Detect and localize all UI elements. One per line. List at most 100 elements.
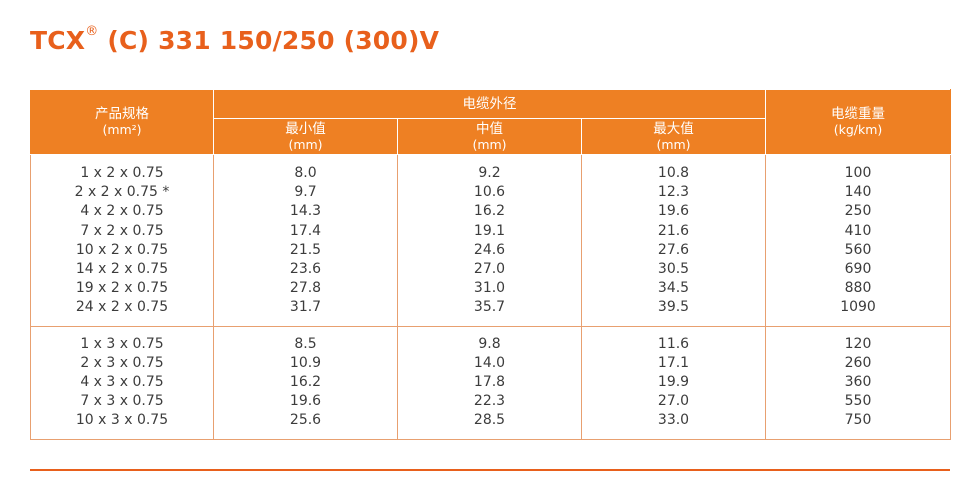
spec-value: 7 x 2 x 0.75 xyxy=(80,222,164,239)
max-value: 21.6 xyxy=(657,222,690,239)
mid-value: 27.0 xyxy=(473,261,506,278)
spec-value: 24 x 2 x 0.75 xyxy=(75,299,169,316)
header-diameter-label: 电缆外径 xyxy=(462,95,517,112)
weight-value: 560 xyxy=(844,241,872,258)
weight-value: 410 xyxy=(844,222,872,239)
mid-value: 24.6 xyxy=(473,241,506,258)
bottom-divider xyxy=(30,469,950,471)
min-value: 9.7 xyxy=(294,184,317,201)
spec-value: 14 x 2 x 0.75 xyxy=(75,261,169,278)
weight-value: 250 xyxy=(844,203,872,220)
min-value: 19.6 xyxy=(289,393,322,410)
mid-value: 9.2 xyxy=(478,165,501,181)
header-spec: 产品规格 (mm²) xyxy=(30,89,214,155)
header-min-label: 最小值 xyxy=(285,120,326,137)
max-value: 19.9 xyxy=(657,374,690,391)
spec-value: 2 x 3 x 0.75 xyxy=(80,354,164,371)
mid-value: 22.3 xyxy=(473,393,506,410)
header-max: 最大值 (mm) xyxy=(580,118,767,155)
weight-value: 750 xyxy=(844,412,872,429)
spec-value: 1 x 3 x 0.75 xyxy=(80,335,164,352)
min-value: 8.0 xyxy=(294,165,317,181)
weight-column: 120 260 360 550 750 xyxy=(765,326,952,440)
table-row: 1 x 3 x 0.75 2 x 3 x 0.75 4 x 3 x 0.75 7… xyxy=(30,326,952,440)
spec-value: 4 x 3 x 0.75 xyxy=(80,374,164,391)
spec-table: 产品规格 (mm²) 电缆外径 电缆重量 (kg/km) 最小值 (mm) 中值… xyxy=(30,89,952,440)
header-spec-label: 产品规格 xyxy=(95,106,149,122)
table-row: 1 x 2 x 0.75 2 x 2 x 0.75 * 4 x 2 x 0.75… xyxy=(30,154,952,327)
min-value: 14.3 xyxy=(289,203,322,220)
min-value: 25.6 xyxy=(289,412,322,429)
weight-value: 140 xyxy=(844,184,872,201)
spec-column: 1 x 2 x 0.75 2 x 2 x 0.75 * 4 x 2 x 0.75… xyxy=(30,154,214,327)
mid-value: 31.0 xyxy=(473,280,506,297)
max-value: 27.0 xyxy=(657,393,690,410)
weight-value: 360 xyxy=(844,374,872,391)
min-value: 17.4 xyxy=(289,222,322,239)
header-weight-label: 电缆重量 xyxy=(831,106,886,122)
max-value: 39.5 xyxy=(657,299,690,316)
weight-value: 880 xyxy=(844,280,872,297)
min-value: 8.5 xyxy=(294,335,317,352)
min-column: 8.0 9.7 14.3 17.4 21.5 23.6 27.8 31.7 xyxy=(213,154,398,327)
weight-value: 120 xyxy=(844,335,872,352)
header-max-unit: (mm) xyxy=(656,136,691,152)
max-column: 10.8 12.3 19.6 21.6 27.6 30.5 34.5 39.5 xyxy=(580,154,767,327)
mid-value: 35.7 xyxy=(473,299,506,316)
weight-value: 1090 xyxy=(840,299,876,316)
header-weight: 电缆重量 (kg/km) xyxy=(765,89,952,155)
spec-column: 1 x 3 x 0.75 2 x 3 x 0.75 4 x 3 x 0.75 7… xyxy=(30,326,214,440)
weight-column: 100 140 250 410 560 690 880 1090 xyxy=(765,154,952,327)
min-value: 21.5 xyxy=(289,241,322,258)
header-min: 最小值 (mm) xyxy=(213,118,398,155)
max-value: 17.1 xyxy=(657,354,690,371)
spec-value: 10 x 2 x 0.75 xyxy=(75,241,169,258)
weight-value: 260 xyxy=(844,354,872,371)
mid-value: 10.6 xyxy=(473,184,506,201)
max-column: 11.6 17.1 19.9 27.0 33.0 xyxy=(580,326,767,440)
max-value: 34.5 xyxy=(657,280,690,297)
max-value: 12.3 xyxy=(657,184,690,201)
min-value: 31.7 xyxy=(289,299,322,316)
table-group-2-core: 1 x 2 x 0.75 2 x 2 x 0.75 * 4 x 2 x 0.75… xyxy=(30,154,952,327)
mid-column: 9.2 10.6 16.2 19.1 24.6 27.0 31.0 35.7 xyxy=(397,154,582,327)
spec-value: 2 x 2 x 0.75 * xyxy=(74,184,170,201)
weight-value: 550 xyxy=(844,393,872,410)
min-value: 23.6 xyxy=(289,261,322,278)
weight-value: 100 xyxy=(844,165,872,181)
header-diameter: 电缆外径 xyxy=(212,89,767,119)
header-mid: 中值 (mm) xyxy=(397,118,582,155)
max-value: 27.6 xyxy=(657,241,690,258)
min-column: 8.5 10.9 16.2 19.6 25.6 xyxy=(213,326,398,440)
mid-column: 9.8 14.0 17.8 22.3 28.5 xyxy=(397,326,582,440)
title-rest: (C) 331 150/250 (300)V xyxy=(98,26,440,55)
max-value: 19.6 xyxy=(657,203,690,220)
min-value: 10.9 xyxy=(289,354,322,371)
max-value: 10.8 xyxy=(657,165,690,181)
page-title: TCX® (C) 331 150/250 (300)V xyxy=(30,24,440,55)
header-mid-unit: (mm) xyxy=(472,136,507,152)
spec-value: 10 x 3 x 0.75 xyxy=(75,412,169,429)
table-group-3-core: 1 x 3 x 0.75 2 x 3 x 0.75 4 x 3 x 0.75 7… xyxy=(30,326,952,440)
weight-value: 690 xyxy=(844,261,872,278)
header-weight-unit: (kg/km) xyxy=(833,122,883,137)
max-value: 30.5 xyxy=(657,261,690,278)
title-main: TCX xyxy=(30,26,86,55)
min-value: 16.2 xyxy=(289,374,322,391)
header-min-unit: (mm) xyxy=(288,136,323,152)
spec-value: 19 x 2 x 0.75 xyxy=(75,280,169,297)
header-spec-unit: (mm²) xyxy=(102,122,142,137)
header-mid-label: 中值 xyxy=(476,120,503,137)
max-value: 11.6 xyxy=(657,335,690,352)
mid-value: 9.8 xyxy=(478,335,501,352)
mid-value: 14.0 xyxy=(473,354,506,371)
max-value: 33.0 xyxy=(657,412,690,429)
min-value: 27.8 xyxy=(289,280,322,297)
mid-value: 28.5 xyxy=(473,412,506,429)
spec-value: 7 x 3 x 0.75 xyxy=(80,393,164,410)
mid-value: 19.1 xyxy=(473,222,506,239)
registered-mark: ® xyxy=(85,24,99,39)
spec-value: 1 x 2 x 0.75 xyxy=(80,165,164,181)
spec-value: 4 x 2 x 0.75 xyxy=(80,203,164,220)
mid-value: 17.8 xyxy=(473,374,506,391)
